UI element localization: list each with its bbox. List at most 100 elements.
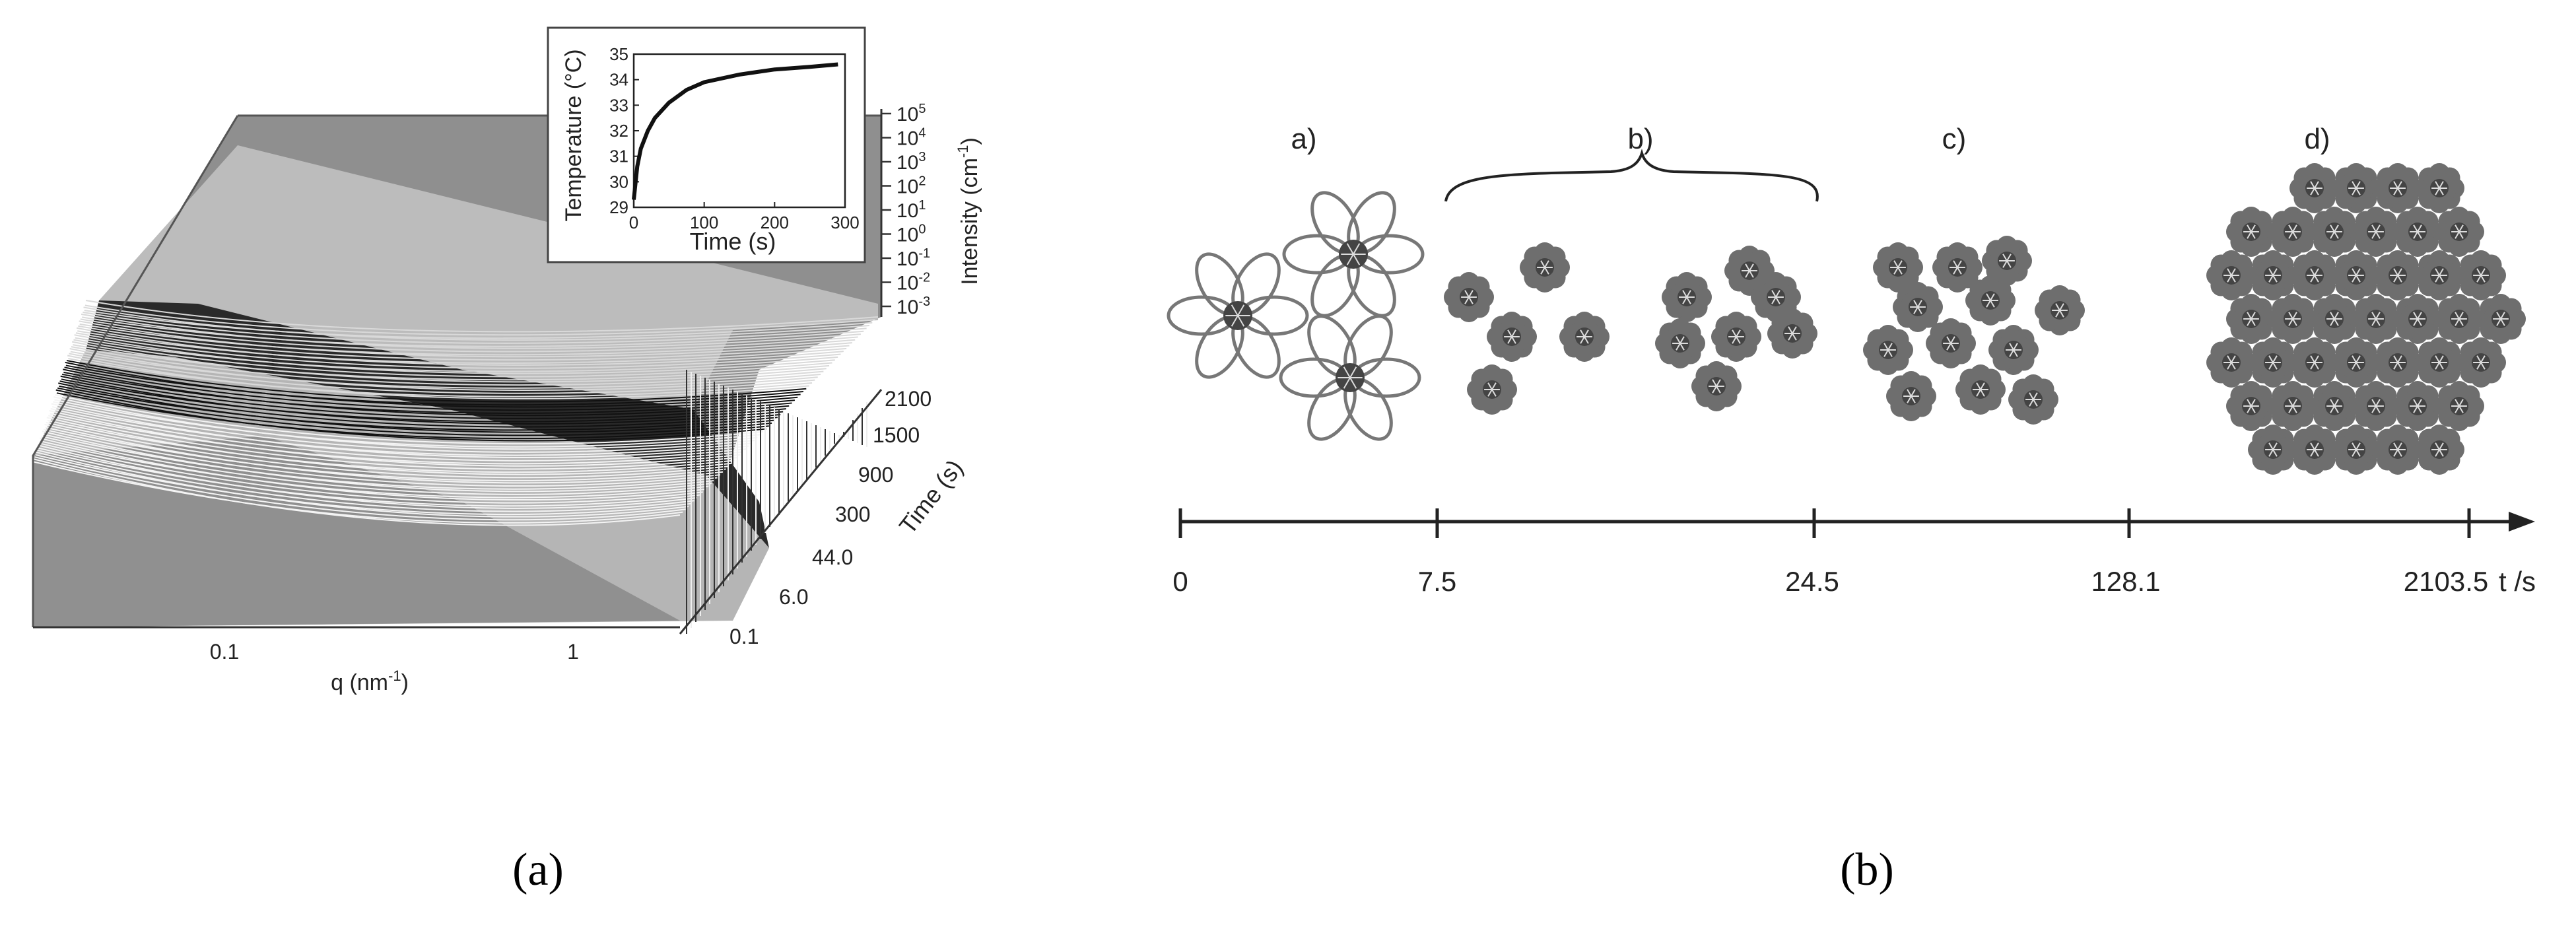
micelle-core-line — [2375, 405, 2381, 413]
micelle-core-line — [2292, 405, 2297, 413]
micelle-core-line — [2314, 181, 2319, 189]
micelle-core-line — [2356, 188, 2361, 195]
micelle-core-line — [1682, 296, 1687, 304]
surface-trace — [84, 309, 873, 339]
surface-trace — [51, 403, 749, 458]
micelle-core-line — [1686, 296, 1691, 304]
inset-x-tick-label: 300 — [830, 213, 859, 232]
micelle-core-line — [2352, 275, 2357, 283]
micelle-core-line — [1788, 333, 1793, 341]
micelle-core-line — [2334, 231, 2339, 239]
time-tick-label: 2100 — [885, 387, 932, 411]
micelle-core-line — [1468, 290, 1474, 298]
surface-trace — [57, 387, 772, 436]
micelle-core-line — [2288, 318, 2293, 326]
surface-trace — [34, 456, 686, 521]
micelle-core-line — [2439, 355, 2444, 363]
micelle-core-line — [2231, 362, 2236, 370]
micelle-core-line — [1343, 377, 1351, 389]
surface-trace — [79, 323, 856, 356]
micelle-core-line — [1231, 304, 1238, 316]
timeline-ticks — [1178, 508, 2471, 538]
micelle-core-line — [2397, 275, 2402, 283]
micelle-core-line — [2397, 449, 2402, 457]
micelle-core-line — [2310, 181, 2315, 189]
inset-y-tick-label: 34 — [609, 70, 628, 90]
surface-trace — [85, 304, 875, 336]
surface-trace — [51, 406, 752, 456]
micelle-core-line — [2227, 362, 2232, 370]
timeline-label-2103.5: 2103.5 — [2404, 566, 2488, 597]
micelle-core-line — [1491, 382, 1497, 390]
micelle-core-line — [2310, 362, 2315, 370]
inset-plot-area — [632, 53, 846, 209]
time-axis-line — [679, 389, 883, 635]
micelle-core-line — [1887, 349, 1893, 357]
micelle-core-line — [2458, 312, 2464, 320]
inset-y-tick-label: 31 — [609, 147, 628, 166]
micelle-core-line — [1911, 389, 1916, 397]
surface-trace — [85, 300, 879, 333]
micelle-core-line — [2458, 405, 2464, 413]
micelle-core-line — [2268, 268, 2274, 276]
surface-trace — [52, 401, 755, 453]
micelle-core-line — [2439, 362, 2444, 370]
timeline-unit-label: t /s — [2499, 566, 2536, 597]
micelle-core-line — [2227, 268, 2232, 276]
micelle-core-line — [2352, 442, 2357, 450]
micelle-core-line — [2292, 231, 2297, 239]
micelle-core-line — [2435, 355, 2440, 363]
micelle-core-line — [1584, 329, 1589, 337]
intensity-tick-label: 103 — [897, 150, 926, 174]
micelle-core-line — [1712, 386, 1717, 394]
micelle-core-line — [2480, 355, 2486, 363]
micelle-core-line — [2393, 275, 2398, 283]
micelle-core-line — [2268, 362, 2274, 370]
surface-trace — [40, 437, 706, 501]
micelle-core-line — [2397, 362, 2402, 370]
micelle-core-line — [2292, 399, 2297, 407]
surface-trace — [61, 378, 786, 423]
micelle-core-line — [1950, 336, 1955, 344]
micelle-core-line — [2476, 362, 2482, 370]
micelle-core-line — [2435, 442, 2440, 450]
micelle-core-line — [2356, 449, 2361, 457]
time-axis-label: Time (s) — [894, 454, 968, 539]
micelle-core-line — [2375, 399, 2381, 407]
intensity-tick-label: 102 — [897, 174, 926, 198]
micelle-core-line — [2356, 362, 2361, 370]
surface-trace — [81, 313, 861, 349]
micelle-core-line — [2393, 181, 2398, 189]
micelle-core-line — [1986, 300, 1991, 308]
surface-trace — [73, 339, 832, 378]
intensity-tick-label: 10-2 — [897, 271, 930, 294]
surface-trace — [83, 311, 867, 344]
micelle-core-line — [2375, 312, 2381, 320]
surface-trace — [45, 427, 726, 481]
micelle-core-line — [2029, 399, 2034, 407]
surface-trace — [35, 451, 689, 518]
surface-trace — [70, 351, 821, 389]
surface-trace — [59, 385, 778, 431]
micelle-core-line — [2375, 224, 2381, 232]
micelle-core-line — [2272, 362, 2278, 370]
micelle-core-line — [2356, 181, 2361, 189]
inset-y-tick-label: 30 — [609, 172, 628, 191]
micelle-core-line — [1893, 267, 1899, 275]
micelle-core-line — [1349, 366, 1357, 378]
micelle-core-line — [2455, 318, 2460, 326]
micelle-core-line — [2458, 318, 2464, 326]
micelle-core-line — [2247, 312, 2252, 320]
micelle-core-line — [2500, 318, 2505, 326]
surface-trace — [33, 461, 683, 524]
surface-trace — [49, 409, 741, 467]
micelle-core-line — [2417, 405, 2422, 413]
micelle-core-line — [1749, 263, 1754, 271]
micelle-core-line — [2314, 268, 2319, 276]
micelle-core-line — [1749, 270, 1754, 278]
surface-trace — [55, 394, 764, 445]
surface-trace — [65, 364, 804, 406]
micelle-core-line — [2330, 224, 2335, 232]
micelle-core-line — [1487, 389, 1493, 397]
